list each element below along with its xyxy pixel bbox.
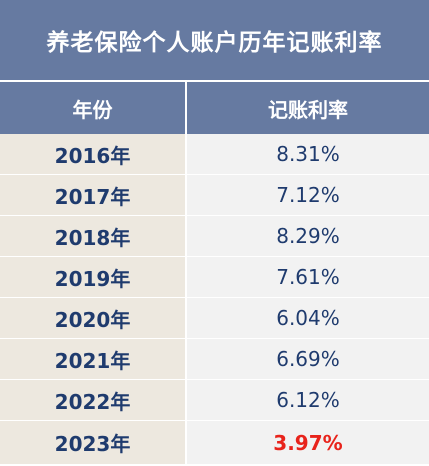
rate-cell: 7.61%	[187, 257, 429, 297]
rate-cell: 6.04%	[187, 298, 429, 338]
rate-cell-highlight: 3.97%	[187, 421, 429, 464]
header-year: 年份	[0, 82, 187, 134]
rate-cell: 8.29%	[187, 216, 429, 256]
rate-cell: 6.12%	[187, 380, 429, 420]
year-cell: 2019年	[0, 257, 187, 297]
year-cell: 2018年	[0, 216, 187, 256]
table-row: 2021年 6.69%	[0, 339, 429, 380]
table-row: 2017年 7.12%	[0, 175, 429, 216]
year-cell: 2016年	[0, 134, 187, 174]
table-title: 养老保险个人账户历年记账利率	[0, 0, 429, 82]
year-cell: 2020年	[0, 298, 187, 338]
year-cell: 2021年	[0, 339, 187, 379]
header-rate: 记账利率	[187, 82, 429, 134]
year-cell: 2022年	[0, 380, 187, 420]
table-row: 2019年 7.61%	[0, 257, 429, 298]
rate-cell: 8.31%	[187, 134, 429, 174]
table-row: 2018年 8.29%	[0, 216, 429, 257]
rate-cell: 7.12%	[187, 175, 429, 215]
table-row: 2023年 3.97%	[0, 421, 429, 464]
table-row: 2016年 8.31%	[0, 134, 429, 175]
table-row: 2020年 6.04%	[0, 298, 429, 339]
year-cell: 2017年	[0, 175, 187, 215]
table-header-row: 年份 记账利率	[0, 82, 429, 134]
year-cell: 2023年	[0, 421, 187, 464]
table-row: 2022年 6.12%	[0, 380, 429, 421]
table-body: 2016年 8.31% 2017年 7.12% 2018年 8.29% 2019…	[0, 134, 429, 464]
rate-cell: 6.69%	[187, 339, 429, 379]
